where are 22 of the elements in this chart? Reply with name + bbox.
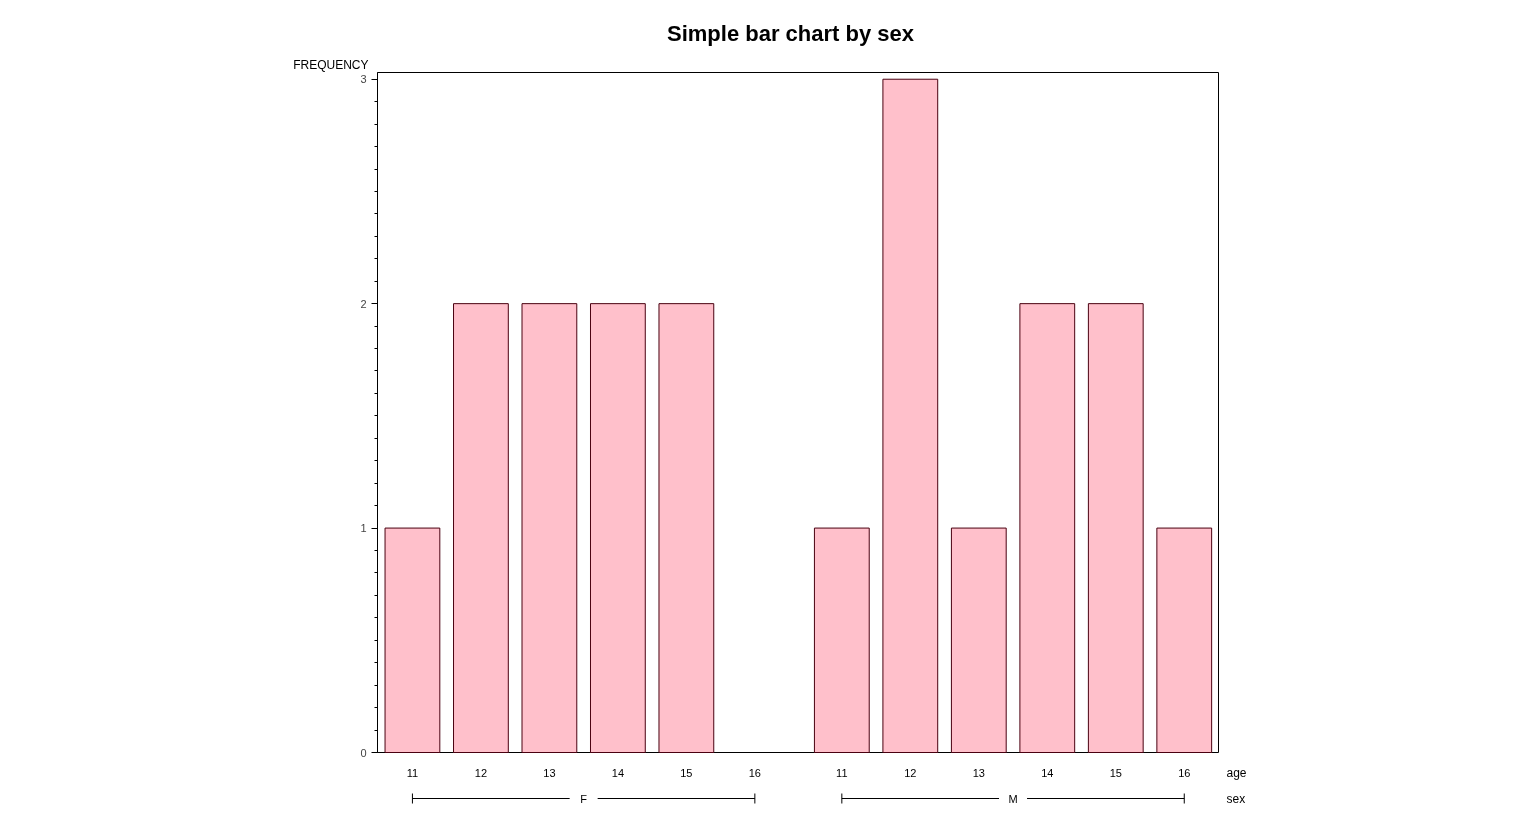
text: F [580,792,588,805]
x-tick-label: 14 [1041,766,1054,779]
x-tick-label: 14 [611,766,625,779]
y-tick-label: 2 [360,297,367,310]
x-tick-label: 13 [972,766,985,779]
x-tick-label: 16 [1178,766,1191,779]
y-tick-label: 1 [360,522,367,535]
x-tick-label: 15 [680,766,693,779]
x-axis-title: age [1226,765,1247,780]
text: M [1008,792,1018,805]
y-tick-label: 0 [360,746,367,759]
x-tick-label: 12 [904,766,917,779]
x-tick-label: 11 [836,766,848,779]
y-tick-label: 3 [360,73,367,86]
chart-title: Simple bar chart by sex [667,20,915,46]
x-tick-label: 11 [406,766,419,779]
x-tick-label: 16 [748,766,761,779]
x-tick-label: 12 [474,766,488,779]
text: sex [1226,791,1246,806]
x-tick-label: 13 [543,766,556,779]
y-axis-title: FREQUENCY [293,57,369,72]
x-tick-label: 15 [1109,766,1122,779]
